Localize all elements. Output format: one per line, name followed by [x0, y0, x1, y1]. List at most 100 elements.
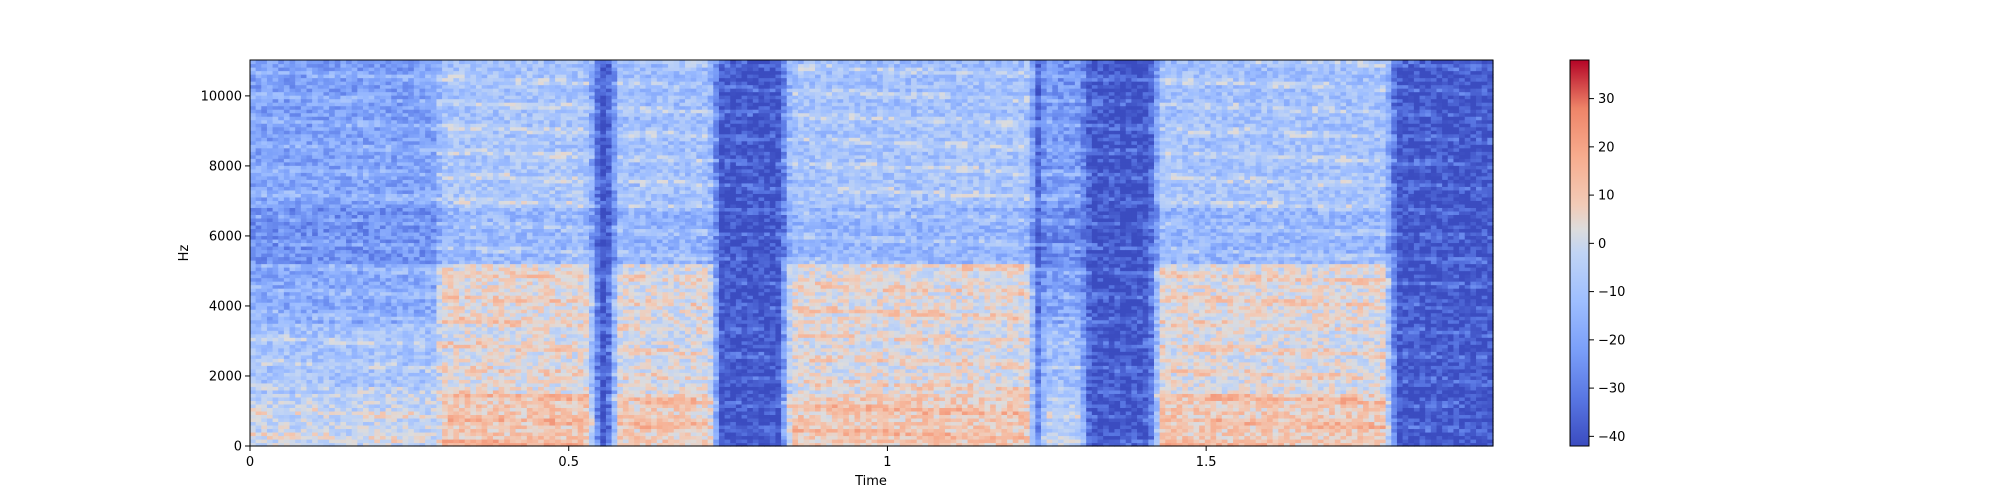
spectrogram-cell: [335, 225, 341, 229]
spectrogram-cell: [312, 407, 318, 411]
spectrogram-cell: [318, 355, 324, 359]
spectrogram-cell: [312, 432, 318, 436]
spectrogram-cell: [278, 432, 284, 436]
spectrogram-cell: [267, 341, 273, 345]
spectrogram-cell: [267, 351, 273, 355]
spectrogram-cell: [335, 116, 341, 120]
spectrogram-cell: [290, 428, 296, 432]
spectrogram-cell: [301, 337, 307, 341]
spectrogram-cell: [329, 88, 335, 92]
spectrogram-cell: [256, 116, 262, 120]
spectrogram-cell: [261, 383, 267, 387]
spectrogram-cell: [290, 106, 296, 110]
spectrogram-cell: [312, 257, 318, 261]
spectrogram-cell: [250, 211, 256, 215]
spectrogram-cell: [312, 278, 318, 282]
spectrogram-cell: [250, 306, 256, 310]
spectrogram-cell: [340, 169, 346, 173]
spectrogram-cell: [307, 295, 313, 299]
spectrogram-cell: [340, 260, 346, 264]
spectrogram-cell: [273, 421, 279, 425]
spectrogram-cell: [323, 99, 329, 103]
spectrogram-cell: [301, 313, 307, 317]
spectrogram-cell: [329, 123, 335, 127]
spectrogram-cell: [261, 425, 267, 429]
spectrogram-cell: [312, 365, 318, 369]
spectrogram-cell: [256, 239, 262, 243]
spectrogram-cell: [329, 109, 335, 113]
spectrogram-cell: [335, 260, 341, 264]
spectrogram-cell: [346, 64, 352, 68]
spectrogram-cell: [335, 341, 341, 345]
spectrogram-cell: [261, 123, 267, 127]
spectrogram-cell: [307, 407, 313, 411]
spectrogram-cell: [250, 351, 256, 355]
spectrogram-cell: [312, 99, 318, 103]
spectrogram-cell: [284, 362, 290, 366]
spectrogram-cell: [335, 288, 341, 292]
spectrogram-cell: [278, 85, 284, 89]
spectrogram-cell: [323, 288, 329, 292]
spectrogram-cell: [346, 404, 352, 408]
spectrogram-cell: [256, 414, 262, 418]
spectrogram-cell: [301, 421, 307, 425]
spectrogram-cell: [267, 418, 273, 422]
spectrogram-cell: [312, 292, 318, 296]
spectrogram-cell: [273, 330, 279, 334]
spectrogram-cell: [273, 106, 279, 110]
spectrogram-cell: [267, 390, 273, 394]
spectrogram-cell: [323, 214, 329, 218]
spectrogram-cell: [340, 162, 346, 166]
spectrogram-cell: [250, 200, 256, 204]
spectrogram-cell: [273, 439, 279, 443]
spectrogram-cell: [323, 393, 329, 397]
spectrogram-cell: [318, 414, 324, 418]
spectrogram-cell: [312, 137, 318, 141]
spectrogram-cell: [318, 309, 324, 313]
spectrogram-cell: [290, 432, 296, 436]
spectrogram-cell: [335, 232, 341, 236]
spectrogram-cell: [278, 411, 284, 415]
spectrogram-cell: [335, 327, 341, 331]
spectrogram-cell: [256, 162, 262, 166]
spectrogram-cell: [250, 155, 256, 159]
spectrogram-cell: [250, 95, 256, 99]
spectrogram-cell: [301, 407, 307, 411]
spectrogram-cell: [295, 257, 301, 261]
spectrogram-cell: [295, 295, 301, 299]
spectrogram-cell: [278, 64, 284, 68]
spectrogram-cell: [318, 137, 324, 141]
spectrogram-cell: [295, 148, 301, 152]
spectrogram-cell: [352, 435, 358, 439]
spectrogram-cell: [261, 155, 267, 159]
spectrogram-cell: [256, 151, 262, 155]
spectrogram-cell: [267, 274, 273, 278]
spectrogram-cell: [346, 390, 352, 394]
spectrogram-cell: [312, 316, 318, 320]
spectrogram-cell: [295, 176, 301, 180]
spectrogram-cell: [256, 228, 262, 232]
spectrogram-cell: [284, 334, 290, 338]
spectrogram-cell: [256, 249, 262, 253]
spectrogram-cell: [346, 130, 352, 134]
spectrogram-cell: [329, 288, 335, 292]
spectrogram-cell: [335, 257, 341, 261]
spectrogram-cell: [250, 285, 256, 289]
spectrogram-cell: [278, 176, 284, 180]
spectrogram-cell: [278, 362, 284, 366]
spectrogram-cell: [295, 242, 301, 246]
spectrogram-cell: [329, 267, 335, 271]
spectrogram-cell: [284, 348, 290, 352]
spectrogram-cell: [295, 190, 301, 194]
spectrogram-cell: [335, 299, 341, 303]
spectrogram-cell: [307, 411, 313, 415]
spectrogram-cell: [290, 411, 296, 415]
spectrogram-cell: [261, 71, 267, 75]
spectrogram-cell: [267, 113, 273, 117]
spectrogram-cell: [273, 197, 279, 201]
spectrogram-cell: [329, 99, 335, 103]
spectrogram-cell: [323, 92, 329, 96]
spectrogram-cell: [295, 320, 301, 324]
spectrogram-cell: [323, 228, 329, 232]
spectrogram-cell: [290, 165, 296, 169]
